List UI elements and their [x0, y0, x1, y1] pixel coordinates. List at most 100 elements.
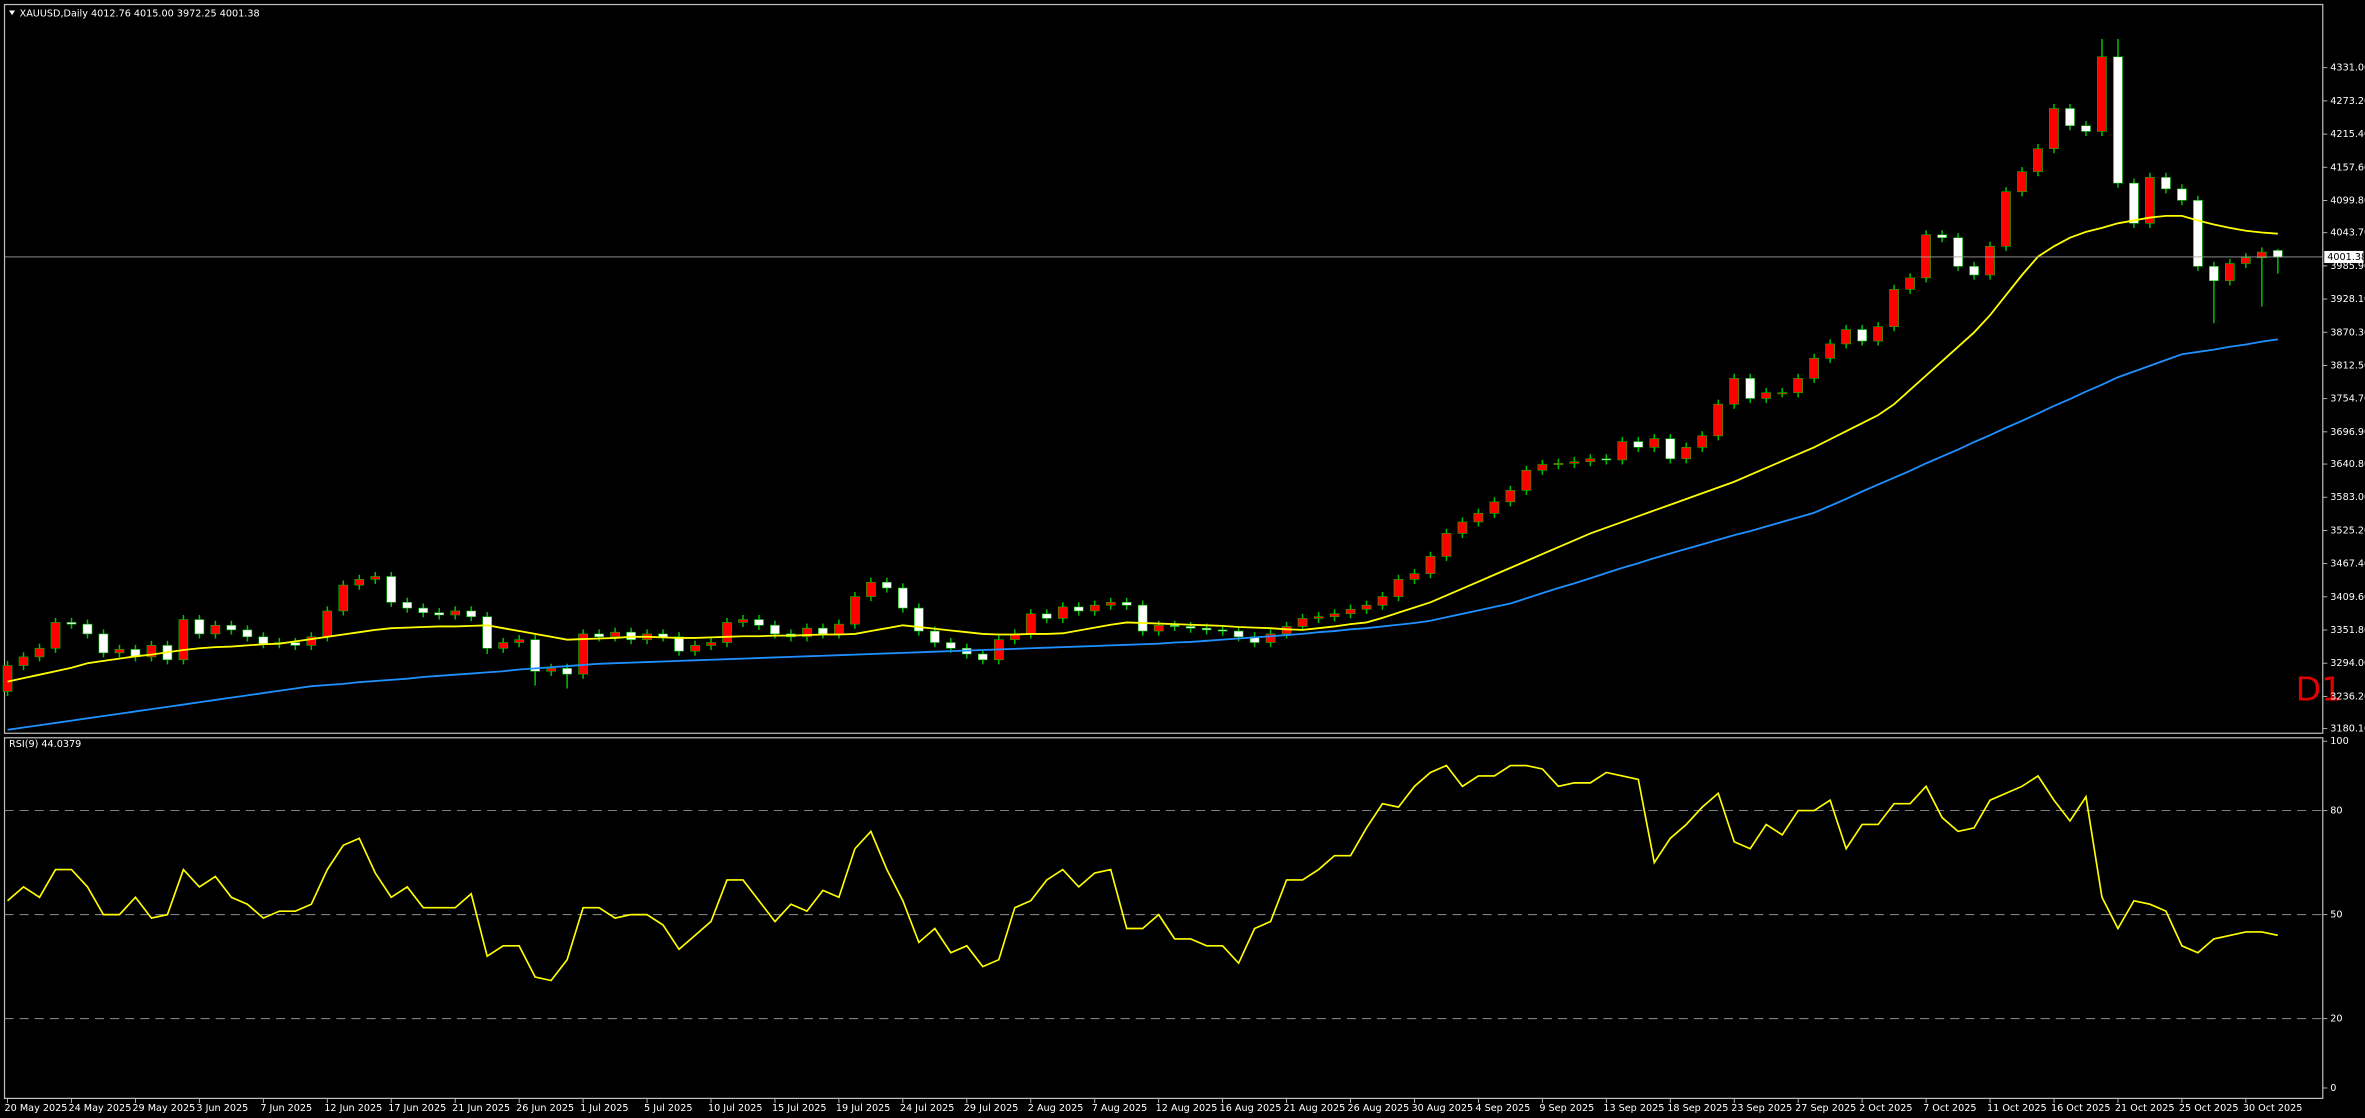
- candle-body: [1985, 245, 1995, 276]
- candle-body: [754, 619, 764, 626]
- moving-average-line: [7, 338, 2278, 731]
- x-tick-label: 26 Aug 2025: [1348, 1103, 1410, 1114]
- candle-body: [1089, 604, 1100, 612]
- x-tick-label: 29 May 2025: [132, 1103, 195, 1114]
- candle-body: [1953, 237, 1963, 267]
- candle-body: [1377, 596, 1388, 606]
- candle-body: [1649, 438, 1660, 448]
- candle-body: [802, 627, 812, 638]
- candle-body: [498, 642, 508, 649]
- x-tick-label: 21 Jun 2025: [452, 1103, 510, 1114]
- candle-body: [1793, 378, 1804, 394]
- candle-body: [1473, 513, 1484, 523]
- candle-body: [242, 629, 253, 638]
- y-tick-label: 4273.20: [2330, 96, 2365, 107]
- candle-body: [2049, 108, 2059, 149]
- candle-body: [1025, 613, 1036, 635]
- candle-body: [50, 622, 61, 649]
- candle-body: [1713, 403, 1724, 437]
- candle-body: [530, 639, 540, 672]
- candle-body: [1585, 458, 1596, 462]
- candle-body: [1777, 392, 1788, 395]
- y-tick-label: 3640.80: [2330, 459, 2365, 470]
- candle-body: [578, 633, 588, 675]
- candle-body: [1521, 469, 1532, 491]
- menu-arrow[interactable]: [9, 10, 16, 16]
- candle-body: [82, 623, 93, 635]
- candle-body: [930, 630, 940, 643]
- x-tick-label: 24 May 2025: [68, 1103, 131, 1114]
- candle-body: [1969, 266, 1979, 276]
- candle-body: [1873, 326, 1883, 342]
- candle-body: [706, 642, 716, 646]
- y-tick-label: 3583.00: [2330, 492, 2365, 503]
- y-tick-label: 4215.40: [2330, 129, 2365, 140]
- y-tick-label: 20: [2330, 1014, 2342, 1025]
- rsi-line: [6, 764, 2278, 982]
- price-panel: [3, 3, 2324, 734]
- candle-body: [1169, 625, 1180, 627]
- candle-body: [1905, 277, 1915, 290]
- candle-body: [1313, 616, 1324, 619]
- y-tick-label: 3928.10: [2330, 294, 2365, 305]
- candle-body: [2129, 182, 2139, 224]
- candle-body: [722, 622, 732, 643]
- x-tick-label: 13 Sep 2025: [1603, 1103, 1664, 1114]
- y-tick-label: 3696.90: [2330, 427, 2365, 438]
- candle-body: [1057, 606, 1068, 619]
- candle-body: [1633, 441, 1644, 448]
- candle-body: [146, 645, 157, 658]
- candle-body: [1505, 490, 1516, 503]
- x-tick-label: 1 Jul 2025: [580, 1103, 628, 1114]
- candle-body: [1265, 633, 1276, 643]
- candle-body: [2065, 108, 2075, 126]
- candle-body: [1393, 579, 1404, 597]
- y-tick-label: 3294.00: [2330, 658, 2365, 669]
- candle-body: [370, 576, 381, 580]
- candle-body: [402, 602, 413, 609]
- y-tick-label: 50: [2330, 910, 2342, 921]
- candle-body: [1441, 533, 1452, 557]
- candle-body: [1681, 446, 1692, 460]
- candle-body: [434, 612, 445, 616]
- x-tick-label: 12 Jun 2025: [324, 1103, 382, 1114]
- candle-body: [738, 619, 748, 623]
- x-tick-label: 23 Sep 2025: [1731, 1103, 1792, 1114]
- y-tick-label: 3467.40: [2330, 559, 2365, 570]
- candle-body: [610, 631, 620, 638]
- candle-body: [1105, 602, 1116, 606]
- candle-body: [258, 636, 269, 644]
- candle-body: [354, 579, 365, 586]
- y-tick-label: 4043.70: [2330, 228, 2365, 239]
- candle-body: [1553, 463, 1564, 465]
- candle-body: [1537, 464, 1548, 471]
- candle-body: [834, 623, 844, 635]
- candle-body: [674, 636, 684, 652]
- y-tick-label: 3812.50: [2330, 360, 2365, 371]
- rsi-panel: [3, 737, 2324, 1099]
- candle-body: [1121, 602, 1132, 606]
- x-tick-label: 30 Oct 2025: [2243, 1103, 2303, 1114]
- candle-body: [850, 596, 860, 625]
- x-tick-label: 2 Aug 2025: [1028, 1103, 1084, 1114]
- x-tick-label: 4 Sep 2025: [1475, 1103, 1530, 1114]
- candle-body: [1841, 329, 1851, 345]
- y-tick-label: 0: [2330, 1083, 2336, 1094]
- candle-body: [1601, 458, 1612, 461]
- x-tick-label: 21 Aug 2025: [1284, 1103, 1346, 1114]
- x-tick-label: 26 Jun 2025: [516, 1103, 574, 1114]
- candle-body: [977, 653, 988, 661]
- timeframe-label: D1: [2296, 670, 2343, 709]
- candle-body: [866, 581, 876, 597]
- candle-body: [1361, 604, 1372, 610]
- y-tick-label: 3985.90: [2330, 261, 2365, 272]
- candle-body: [1617, 441, 1628, 461]
- y-tick-label: 3525.20: [2330, 525, 2365, 536]
- candle-body: [818, 627, 828, 635]
- candle-body: [2145, 177, 2155, 224]
- candle-body: [1345, 608, 1356, 615]
- candle-body: [114, 649, 125, 654]
- moving-average-line: [7, 214, 2278, 683]
